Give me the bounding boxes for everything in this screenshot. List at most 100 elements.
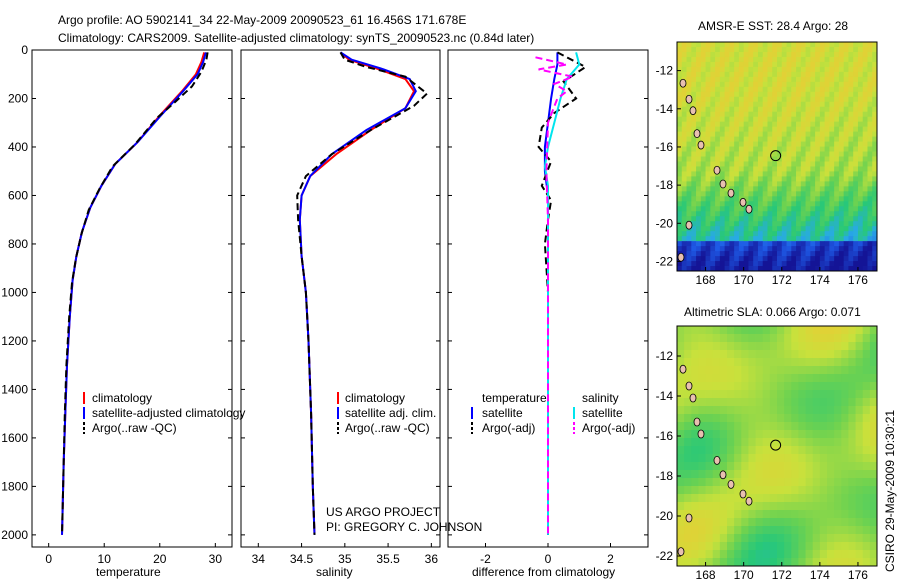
map-cell xyxy=(681,86,687,93)
map-cell xyxy=(686,61,692,68)
map-cell xyxy=(691,71,697,78)
map-cell xyxy=(677,61,683,68)
map-cell xyxy=(862,414,871,423)
map-cell xyxy=(719,518,728,527)
x-tick-label: 0 xyxy=(45,552,52,566)
map-cell xyxy=(743,266,749,272)
map-cell xyxy=(781,261,787,267)
map-cell xyxy=(815,76,821,83)
map-cell xyxy=(753,106,759,113)
map-cell xyxy=(786,176,792,182)
map-cell xyxy=(684,406,692,415)
map-cell xyxy=(700,256,706,262)
map-cell xyxy=(710,186,716,192)
map-cell xyxy=(805,42,811,48)
map-cell xyxy=(857,42,864,48)
map-cell xyxy=(853,66,859,73)
map-cell xyxy=(827,470,835,479)
map-cell xyxy=(691,446,699,455)
map-cell xyxy=(843,126,849,133)
map-cell xyxy=(738,56,745,63)
map-cell xyxy=(698,494,706,503)
map-cell xyxy=(684,422,692,431)
island-shape xyxy=(689,393,697,403)
map-cell xyxy=(834,81,840,88)
map-cell xyxy=(791,510,799,519)
map-y-tick-label: -22 xyxy=(656,549,674,563)
map-cell xyxy=(867,61,873,68)
map-cell xyxy=(834,206,840,212)
map-cell xyxy=(862,430,871,439)
map-cell xyxy=(853,56,859,63)
map-x-tick-label: 170 xyxy=(734,273,754,287)
map-cell xyxy=(724,221,730,227)
map-cell xyxy=(872,101,878,108)
map-cell xyxy=(867,191,873,197)
map-cell xyxy=(710,86,716,93)
map-cell xyxy=(753,211,759,217)
map-cell xyxy=(710,256,716,262)
map-cell xyxy=(691,550,699,559)
map-cell xyxy=(810,176,816,182)
map-cell xyxy=(769,510,778,519)
map-cell xyxy=(757,86,764,93)
map-cell xyxy=(686,166,692,172)
map-cell xyxy=(843,221,849,227)
map-cell xyxy=(712,502,721,511)
map-cell xyxy=(805,502,814,511)
map-cell xyxy=(869,454,878,463)
map-cell xyxy=(698,422,706,431)
map-cell xyxy=(824,42,830,48)
map-cell xyxy=(681,96,687,103)
map-cell xyxy=(762,462,771,471)
map-cell xyxy=(748,231,754,237)
map-cell xyxy=(734,502,742,511)
map-cell xyxy=(734,51,740,58)
map-cell xyxy=(715,131,721,137)
map-cell xyxy=(719,141,726,147)
map-cell xyxy=(724,126,730,133)
map-cell xyxy=(715,61,721,68)
map-cell xyxy=(867,181,873,187)
map-cell xyxy=(843,246,849,252)
map-cell xyxy=(829,151,835,157)
map-cell xyxy=(757,226,764,232)
island-shape xyxy=(697,140,705,150)
map-cell xyxy=(819,558,828,567)
map-cell xyxy=(715,141,721,147)
map-cell xyxy=(741,382,749,391)
map-cell xyxy=(734,241,740,247)
map-cell xyxy=(819,510,828,519)
map-cell xyxy=(786,221,792,227)
map-cell xyxy=(724,91,730,98)
map-cell xyxy=(710,251,716,257)
map-cell xyxy=(715,181,721,187)
map-cell xyxy=(743,161,749,167)
map-cell xyxy=(862,171,868,177)
map-cell xyxy=(834,61,840,68)
map-cell xyxy=(719,166,726,172)
map-cell xyxy=(838,46,845,53)
map-cell xyxy=(781,196,787,202)
map-cell xyxy=(712,550,721,559)
map-cell xyxy=(805,414,814,423)
map-cell xyxy=(700,211,706,217)
map-y-tick-label: -18 xyxy=(656,178,674,192)
map-cell xyxy=(724,151,730,157)
map-cell xyxy=(719,486,728,495)
map-cell xyxy=(848,350,856,359)
map-cell xyxy=(815,96,821,103)
map-cell xyxy=(755,358,764,367)
map-cell xyxy=(700,161,706,167)
map-cell xyxy=(700,116,706,123)
map-cell xyxy=(805,390,814,399)
map-cell xyxy=(727,422,735,431)
map-cell xyxy=(777,66,783,73)
map-cell xyxy=(698,374,706,383)
map-cell xyxy=(734,358,742,367)
map-cell xyxy=(872,176,878,182)
map-cell xyxy=(824,126,830,133)
map-cell xyxy=(867,251,873,257)
map-cell xyxy=(843,91,849,98)
map-cell xyxy=(777,146,783,152)
